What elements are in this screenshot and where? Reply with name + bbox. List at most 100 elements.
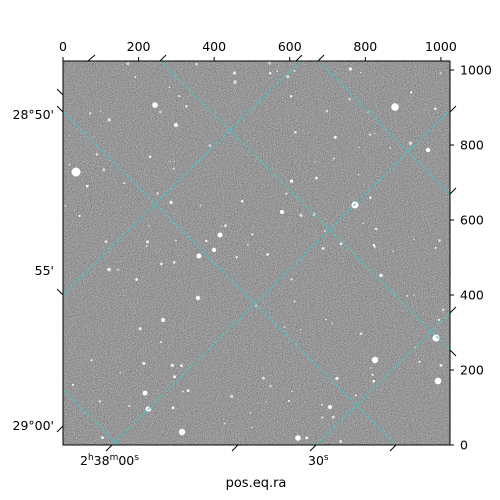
star: [389, 147, 392, 149]
star: [413, 238, 415, 240]
star: [119, 372, 122, 374]
star: [262, 376, 265, 380]
sky-image: [63, 61, 450, 445]
star: [305, 436, 309, 440]
star: [168, 86, 171, 88]
star: [134, 76, 137, 78]
star: [195, 62, 198, 66]
star: [95, 153, 98, 156]
star: [379, 273, 383, 278]
star: [321, 247, 325, 250]
wcs-tick-13: [309, 444, 317, 452]
star: [117, 268, 120, 271]
star: [171, 406, 175, 410]
star: [286, 74, 290, 79]
star: [434, 107, 437, 111]
star: [299, 213, 303, 217]
grid-line-6: [63, 389, 119, 445]
star: [145, 240, 150, 244]
star: [156, 192, 159, 195]
star: [211, 247, 217, 253]
top-tick-label-1: 200: [127, 39, 151, 54]
star: [368, 133, 372, 137]
star: [251, 426, 253, 429]
star: [161, 318, 165, 322]
star: [196, 253, 202, 259]
star: [325, 318, 327, 321]
star: [360, 71, 362, 74]
star: [315, 176, 318, 180]
star: [126, 62, 130, 66]
star: [439, 364, 443, 367]
grid-line-3: [63, 61, 301, 296]
star: [283, 326, 286, 328]
star: [249, 412, 251, 414]
top-tick-label-5: 1000: [425, 39, 457, 54]
star: [217, 232, 223, 238]
star: [295, 435, 301, 441]
dec-tick-label-2: 29°00': [13, 418, 55, 433]
star: [314, 161, 316, 163]
right-tick-label-1: 200: [460, 363, 484, 378]
star: [220, 225, 222, 227]
star: [290, 277, 293, 281]
star: [290, 390, 293, 393]
star: [145, 245, 148, 247]
star: [135, 278, 138, 281]
star: [99, 110, 102, 113]
top-tick-label-4: 800: [353, 39, 377, 54]
star: [287, 399, 291, 403]
image-frame: [62, 60, 451, 446]
star: [199, 204, 202, 207]
star: [373, 245, 376, 248]
wcs-tick-5: [56, 288, 64, 296]
star: [371, 356, 379, 364]
grid-line-5: [315, 312, 450, 445]
star: [182, 390, 184, 393]
star: [280, 210, 284, 214]
wcs-tick-10: [449, 349, 457, 357]
star: [178, 95, 181, 98]
star: [370, 367, 372, 369]
star: [328, 405, 332, 409]
star: [173, 375, 176, 379]
top-tick-label-3: 600: [278, 39, 302, 54]
star: [205, 239, 208, 243]
star: [276, 70, 279, 72]
star: [123, 182, 126, 185]
grid-line-0: [63, 111, 397, 445]
star: [333, 135, 337, 139]
star: [172, 261, 176, 264]
star: [173, 160, 175, 162]
star: [323, 229, 326, 232]
top-pixel-axis: 0 200 400 600 800 1000: [59, 39, 457, 61]
star: [152, 102, 158, 108]
star: [102, 168, 106, 172]
right-tick-label-5: 1000: [460, 63, 492, 78]
star: [71, 383, 75, 386]
star: [325, 109, 329, 113]
wcs-tick-4: [56, 105, 64, 113]
ra-tick-label-1: 30s: [308, 453, 329, 468]
star: [160, 262, 163, 266]
star: [107, 118, 111, 122]
star: [172, 167, 175, 170]
wcs-tick-0: [87, 54, 96, 62]
star: [232, 71, 237, 75]
star-field: [64, 61, 445, 443]
star: [174, 123, 178, 127]
star: [335, 376, 339, 380]
star: [321, 416, 324, 419]
star: [408, 141, 413, 145]
wcs-tick-8: [449, 187, 457, 195]
star: [354, 394, 357, 397]
star: [186, 389, 190, 393]
star: [208, 144, 212, 148]
star: [98, 400, 101, 403]
grid-line-4: [111, 109, 450, 445]
star: [185, 104, 188, 108]
wcs-tick-1: [159, 54, 167, 62]
star: [148, 225, 150, 227]
star: [268, 61, 272, 65]
star: [368, 196, 372, 199]
